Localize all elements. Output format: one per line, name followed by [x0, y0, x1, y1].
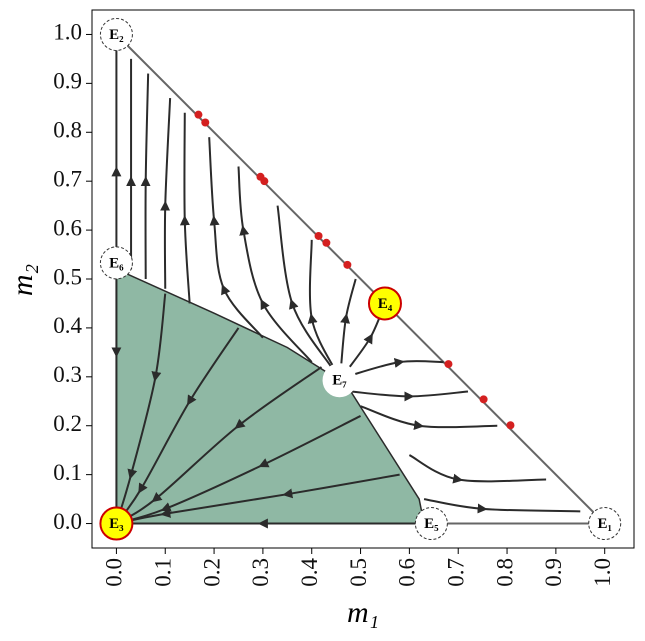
equilibrium: [322, 363, 357, 398]
red-dot: [444, 360, 453, 369]
trajectory: [116, 473, 400, 525]
y-tick-label: 0.3: [53, 362, 82, 387]
equilibrium-label: E₅: [424, 516, 439, 532]
trajectory: [423, 498, 581, 514]
red-dot: [194, 110, 203, 119]
equilibrium-label: E₁: [597, 516, 612, 532]
x-tick-label: 1.0: [590, 558, 615, 587]
trajectory: [360, 405, 498, 430]
trajectory: [408, 454, 547, 484]
equilibrium: [99, 17, 133, 51]
y-axis-label: m₂: [6, 264, 39, 296]
y-tick-label: 0.6: [53, 215, 82, 240]
trajectory: [276, 205, 333, 368]
y-tick-label: 0.0: [53, 509, 82, 534]
y-tick-label: 0.7: [53, 166, 82, 191]
red-dot: [260, 177, 269, 186]
x-tick-label: 0.4: [297, 558, 322, 587]
red-dot: [479, 395, 488, 404]
trajectory: [307, 239, 338, 373]
trajectory: [116, 415, 362, 525]
red-dot: [201, 118, 210, 127]
y-tick-label: 0.1: [53, 460, 82, 485]
x-tick-label: 0.9: [541, 558, 566, 587]
x-tick-label: 0.1: [151, 558, 176, 587]
equilibrium: [99, 506, 134, 541]
x-axis-label: m₁: [347, 596, 379, 629]
y-tick-label: 0.4: [53, 313, 82, 338]
x-tick-label: 0.5: [346, 558, 371, 587]
equilibrium: [588, 507, 622, 541]
trajectory: [237, 166, 313, 363]
trajectory: [115, 366, 323, 525]
x-tick-label: 0.3: [248, 558, 273, 587]
trajectory: [340, 278, 357, 368]
equilibrium-label: E₇: [332, 373, 347, 389]
y-tick-label: 0.5: [53, 264, 82, 289]
y-tick-label: 0.9: [53, 69, 82, 94]
trajectory: [208, 137, 264, 339]
red-dot: [506, 421, 515, 430]
red-dot: [322, 238, 331, 247]
y-tick-label: 0.8: [53, 118, 82, 143]
trajectory: [179, 112, 191, 304]
trajectory: [345, 357, 444, 378]
trajectory: [140, 73, 151, 280]
y-tick-label: 1.0: [53, 20, 82, 45]
equilibrium-label: E₆: [109, 255, 124, 271]
y-tick-label: 0.2: [53, 411, 82, 436]
trajectory: [160, 97, 172, 289]
x-tick-label: 0.8: [492, 558, 517, 587]
equilibrium-label: E₃: [109, 516, 124, 532]
equilibrium-label: E₄: [378, 296, 393, 312]
equilibrium: [99, 246, 133, 280]
red-dot: [314, 231, 323, 240]
equilibrium: [414, 507, 448, 541]
x-tick-label: 0.7: [443, 558, 468, 587]
x-tick-label: 0.6: [395, 558, 420, 587]
equilibrium: [367, 286, 402, 321]
x-tick-label: 0.0: [102, 558, 127, 587]
equilibrium-label: E₂: [109, 27, 124, 43]
red-dot: [343, 260, 352, 269]
trajectory: [350, 390, 469, 402]
x-tick-label: 0.2: [199, 558, 224, 587]
